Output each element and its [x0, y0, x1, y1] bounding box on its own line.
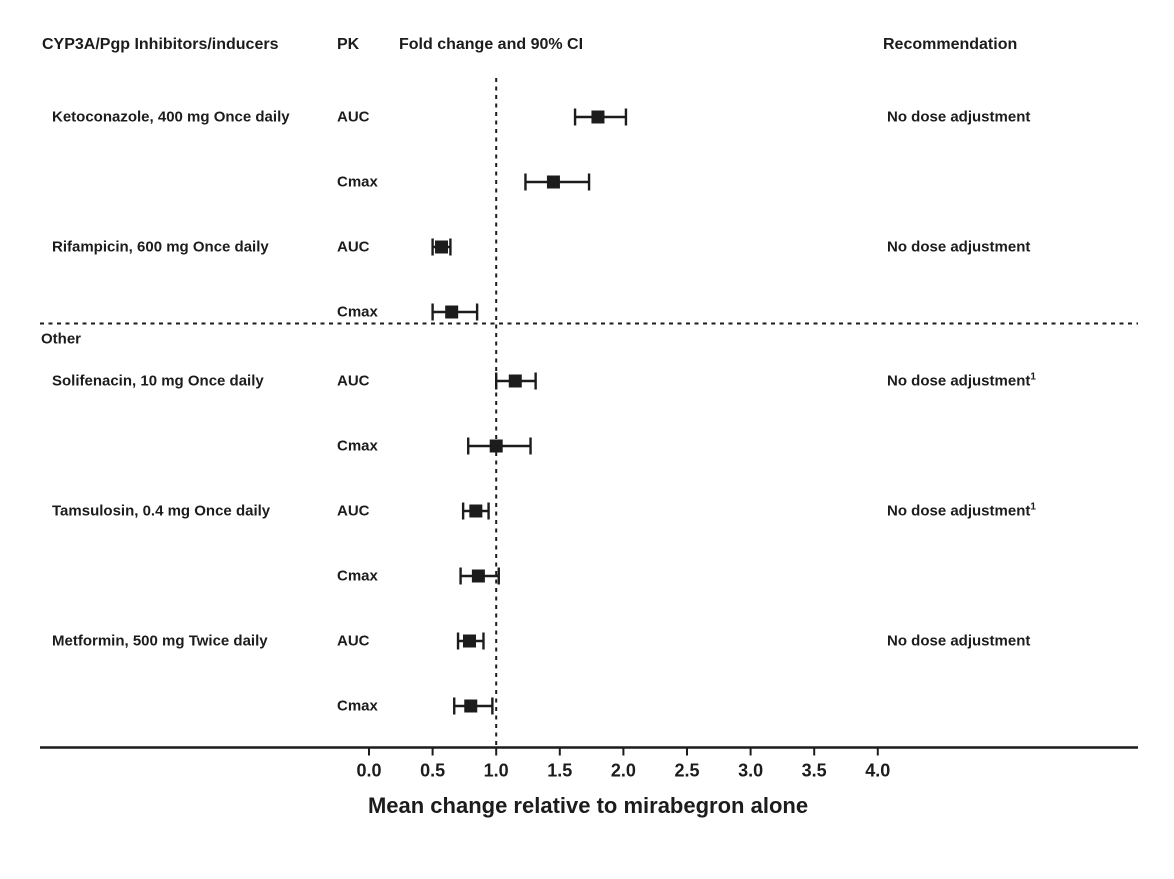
pk-label: Cmax [337, 697, 378, 715]
pk-label: AUC [337, 372, 370, 390]
pk-label: AUC [337, 632, 370, 650]
point-estimate-marker [469, 504, 483, 518]
recommendation-label: No dose adjustment1 [887, 371, 1036, 390]
section-label-other: Other [41, 330, 82, 348]
auc-error-bar [431, 238, 452, 256]
point-estimate-marker [464, 699, 478, 713]
recommendation-label: No dose adjustment [887, 108, 1031, 126]
x-tick-label: 3.0 [738, 760, 764, 781]
drug-label: Tamsulosin, 0.4 mg Once daily [52, 502, 271, 520]
pk-label: AUC [337, 108, 370, 126]
point-estimate-marker [435, 240, 449, 254]
drug-label: Rifampicin, 600 mg Once daily [52, 238, 269, 256]
column-header-drugs: CYP3A/Pgp Inhibitors/inducers [42, 35, 279, 53]
drug-label: Metformin, 500 mg Twice daily [52, 632, 268, 650]
auc-error-bar [495, 372, 537, 390]
pk-label: AUC [337, 238, 370, 256]
pk-label: Cmax [337, 567, 378, 585]
drug-label: Ketoconazole, 400 mg Once daily [52, 108, 290, 126]
column-header-recommendation: Recommendation [883, 35, 1018, 53]
column-header-plot: Fold change and 90% CI [399, 35, 584, 53]
footnote-marker: 1 [1030, 371, 1036, 383]
x-tick-label: 2.0 [610, 760, 636, 781]
point-estimate-marker [508, 374, 522, 388]
cmax-error-bar [467, 437, 532, 455]
pk-label: Cmax [337, 303, 378, 321]
x-tick-label: 1.5 [547, 760, 573, 781]
cmax-error-bar [453, 697, 494, 715]
point-estimate-marker [471, 569, 485, 583]
auc-error-bar [573, 108, 628, 126]
pk-label: AUC [337, 502, 370, 520]
cmax-error-bar [524, 173, 591, 191]
point-estimate-marker [591, 110, 605, 124]
point-estimate-marker [489, 439, 503, 453]
x-tick-label: 4.0 [865, 760, 891, 781]
recommendation-label: No dose adjustment [887, 632, 1031, 650]
x-tick-label: 1.0 [483, 760, 509, 781]
cmax-error-bar [459, 567, 500, 585]
x-tick-label: 0.0 [356, 760, 382, 781]
recommendation-label: No dose adjustment [887, 238, 1031, 256]
column-header-pk: PK [337, 35, 360, 53]
pk-label: Cmax [337, 173, 378, 191]
cmax-error-bar [431, 303, 479, 321]
auc-error-bar [461, 502, 490, 520]
x-tick-label: 0.5 [420, 760, 446, 781]
x-tick-label: 2.5 [674, 760, 700, 781]
recommendation-label: No dose adjustment1 [887, 501, 1036, 520]
drug-label: Solifenacin, 10 mg Once daily [52, 372, 264, 390]
pk-label: Cmax [337, 437, 378, 455]
x-axis-title: Mean change relative to mirabegron alone [367, 793, 809, 818]
auc-error-bar [456, 632, 485, 650]
point-estimate-marker [546, 175, 560, 189]
point-estimate-marker [445, 305, 459, 319]
point-estimate-marker [462, 634, 476, 648]
x-tick-label: 3.5 [801, 760, 827, 781]
footnote-marker: 1 [1030, 501, 1036, 513]
